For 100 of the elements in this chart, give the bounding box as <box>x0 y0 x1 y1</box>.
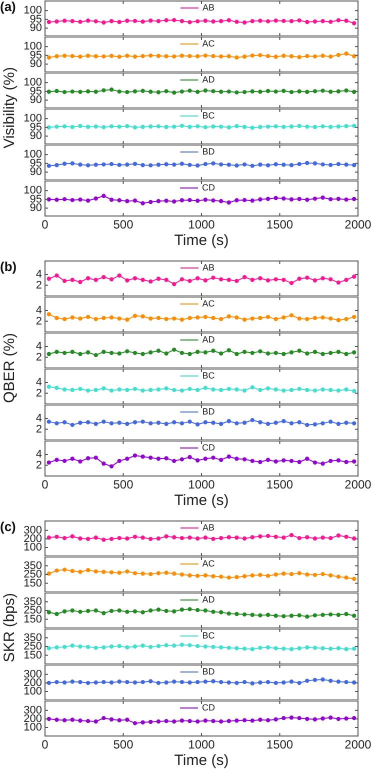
y-tick-label: 4 <box>36 304 42 316</box>
point <box>70 456 74 461</box>
y-tick-label: 2 <box>36 387 42 400</box>
point <box>109 464 114 468</box>
point <box>266 612 270 617</box>
y-tick-label: 100 <box>24 685 42 698</box>
series-label: BD <box>202 666 216 676</box>
point <box>94 608 98 613</box>
point <box>274 196 278 200</box>
point <box>156 608 161 612</box>
series-label: BC <box>202 630 216 640</box>
x-tick-label: 1000 <box>188 478 216 492</box>
point <box>312 278 318 282</box>
point <box>102 462 106 466</box>
point <box>164 456 168 460</box>
point <box>218 199 224 204</box>
y-tick-label: 4 <box>36 340 42 352</box>
point <box>305 198 310 202</box>
point <box>250 458 254 464</box>
point <box>172 609 176 614</box>
y-tick-label: 100 <box>24 721 42 734</box>
point <box>195 608 200 612</box>
point <box>203 278 208 282</box>
point <box>62 609 67 614</box>
y-tick-label: 4 <box>36 448 42 460</box>
point <box>218 277 224 282</box>
series-label: AC <box>202 298 216 308</box>
point <box>54 273 59 278</box>
point <box>297 460 302 464</box>
point <box>70 278 74 282</box>
point <box>320 572 325 576</box>
point <box>125 199 130 204</box>
y-tick-label: 90 <box>30 202 42 214</box>
point <box>54 458 59 462</box>
point <box>70 608 74 613</box>
point <box>172 458 176 464</box>
y-tick-label: 100 <box>24 541 42 554</box>
point <box>132 571 138 576</box>
point <box>344 197 348 202</box>
point <box>297 276 302 281</box>
point <box>282 614 286 618</box>
point <box>266 574 270 578</box>
x-tick-label: 500 <box>113 218 134 232</box>
point <box>117 273 122 278</box>
point <box>297 571 302 576</box>
point <box>305 276 310 280</box>
x-tick-label: 0 <box>42 478 49 492</box>
point <box>305 456 310 461</box>
point <box>211 198 216 203</box>
series-label: CD <box>202 442 216 452</box>
point <box>188 278 192 284</box>
point <box>258 613 262 618</box>
point <box>242 574 247 578</box>
point <box>117 198 122 202</box>
x-axis-title: Time (s) <box>174 232 229 250</box>
y-tick-label: 150 <box>24 613 42 626</box>
y-tick-label: 90 <box>30 22 42 34</box>
point <box>164 198 168 203</box>
point <box>62 278 67 284</box>
point <box>172 572 176 576</box>
point <box>328 197 333 202</box>
series-label: AC <box>202 558 216 568</box>
y-tick-label: 90 <box>30 94 42 106</box>
y-tick-label: 90 <box>30 58 42 70</box>
series-label: AC <box>202 38 216 48</box>
x-tick-label: 500 <box>113 478 134 492</box>
point <box>70 568 74 574</box>
point <box>282 458 286 462</box>
point <box>102 611 106 616</box>
point <box>274 572 278 577</box>
point <box>78 197 82 202</box>
point <box>46 276 52 281</box>
point <box>109 198 114 202</box>
y-tick-label: 90 <box>30 130 42 142</box>
point <box>297 196 302 202</box>
point <box>46 572 52 576</box>
point <box>94 569 98 574</box>
point <box>148 279 153 284</box>
point <box>180 198 184 202</box>
point <box>258 572 262 578</box>
point <box>320 612 325 617</box>
point <box>234 198 239 202</box>
point <box>258 460 262 464</box>
series-label: CD <box>202 182 216 192</box>
point <box>211 456 216 460</box>
point <box>102 275 106 280</box>
point <box>312 196 318 201</box>
point <box>305 614 310 619</box>
point <box>164 278 168 282</box>
point <box>132 276 138 280</box>
point <box>312 613 318 618</box>
series-label: AB <box>202 2 215 12</box>
point <box>102 194 106 198</box>
point <box>344 460 348 464</box>
y-tick-label: 2 <box>36 423 42 436</box>
point <box>226 575 231 580</box>
point <box>156 456 161 461</box>
y-tick-label: 150 <box>24 577 42 590</box>
chart-title: (a) <box>0 0 16 14</box>
point <box>336 280 341 285</box>
